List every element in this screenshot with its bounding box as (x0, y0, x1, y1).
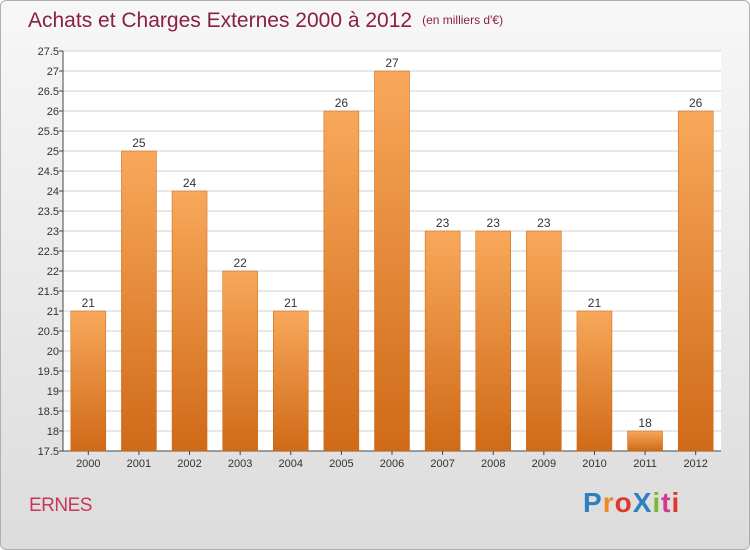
y-tick-label: 21 (47, 306, 59, 318)
x-tick-label: 2006 (380, 458, 404, 470)
x-tick-label: 2003 (228, 458, 252, 470)
y-tick-label: 24 (47, 186, 59, 198)
x-tick-label: 2010 (582, 458, 606, 470)
logo-letter: i (671, 487, 681, 518)
y-tick-label: 25 (47, 146, 59, 158)
y-tick-label: 27.5 (38, 46, 59, 58)
bar-value-label: 27 (385, 56, 399, 70)
y-tick-label: 26 (47, 106, 59, 118)
bar (576, 310, 613, 452)
x-tick-label: 2005 (329, 458, 353, 470)
y-tick-label: 23.5 (38, 206, 59, 218)
unit-note: (en milliers d'€) (422, 13, 504, 27)
bar-value-label: 18 (638, 416, 652, 430)
x-tick-label: 2001 (127, 458, 151, 470)
y-tick-label: 22.5 (38, 246, 59, 258)
y-tick-label: 27 (47, 66, 59, 78)
bar (627, 430, 663, 452)
y-tick-label: 19 (47, 386, 59, 398)
bar (70, 310, 107, 452)
x-tick-label: 2004 (279, 458, 303, 470)
proxiti-logo: ProXiti (583, 487, 680, 519)
y-tick-label: 18 (47, 426, 59, 438)
bar-value-label: 21 (82, 296, 96, 310)
y-tick-label: 20.5 (38, 326, 59, 338)
bar (171, 190, 208, 452)
y-tick-label: 23 (47, 226, 59, 238)
bar-value-label: 22 (233, 256, 247, 270)
x-tick-label: 2000 (76, 458, 100, 470)
logo-letter: t (661, 487, 672, 518)
bar-value-label: 26 (335, 96, 349, 110)
bar-value-label: 23 (487, 216, 501, 230)
logo-letter: i (652, 487, 662, 518)
x-tick-label: 2008 (481, 458, 505, 470)
commune-name: ERNES (29, 495, 92, 516)
x-tick-label: 2002 (177, 458, 201, 470)
bar (424, 230, 461, 452)
x-tick-label: 2012 (683, 458, 707, 470)
y-tick-label: 25.5 (38, 126, 59, 138)
chart-title: Achats et Charges Externes 2000 à 2012 (e… (28, 9, 503, 33)
logo-letter: o (614, 487, 633, 518)
y-tick-label: 18.5 (38, 406, 59, 418)
bar (677, 110, 714, 452)
bar (323, 110, 360, 452)
logo-letter: P (583, 487, 603, 518)
y-tick-label: 19.5 (38, 366, 59, 378)
bar (222, 270, 258, 452)
y-tick-label: 26.5 (38, 86, 59, 98)
bar-value-label: 24 (183, 176, 197, 190)
bar (121, 150, 157, 452)
bar (374, 70, 410, 452)
y-tick-label: 24.5 (38, 166, 59, 178)
x-tick-label: 2007 (430, 458, 454, 470)
y-tick-label: 17.5 (38, 446, 59, 458)
y-tick-label: 20 (47, 346, 59, 358)
bar-value-label: 21 (588, 296, 602, 310)
y-tick-label: 21.5 (38, 286, 59, 298)
bar-value-label: 23 (537, 216, 551, 230)
bar (526, 230, 562, 452)
bar-value-label: 21 (284, 296, 298, 310)
bar (273, 310, 309, 452)
bar-value-label: 26 (689, 96, 703, 110)
logo-letter: r (602, 487, 615, 518)
x-tick-label: 2009 (532, 458, 556, 470)
logo-letter: X (632, 487, 653, 518)
x-tick-label: 2011 (633, 458, 657, 470)
bar-value-label: 25 (132, 136, 146, 150)
bar (475, 230, 511, 452)
title-text: Achats et Charges Externes 2000 à 2012 (28, 9, 413, 32)
y-tick-label: 22 (47, 266, 59, 278)
bar-value-label: 23 (436, 216, 450, 230)
